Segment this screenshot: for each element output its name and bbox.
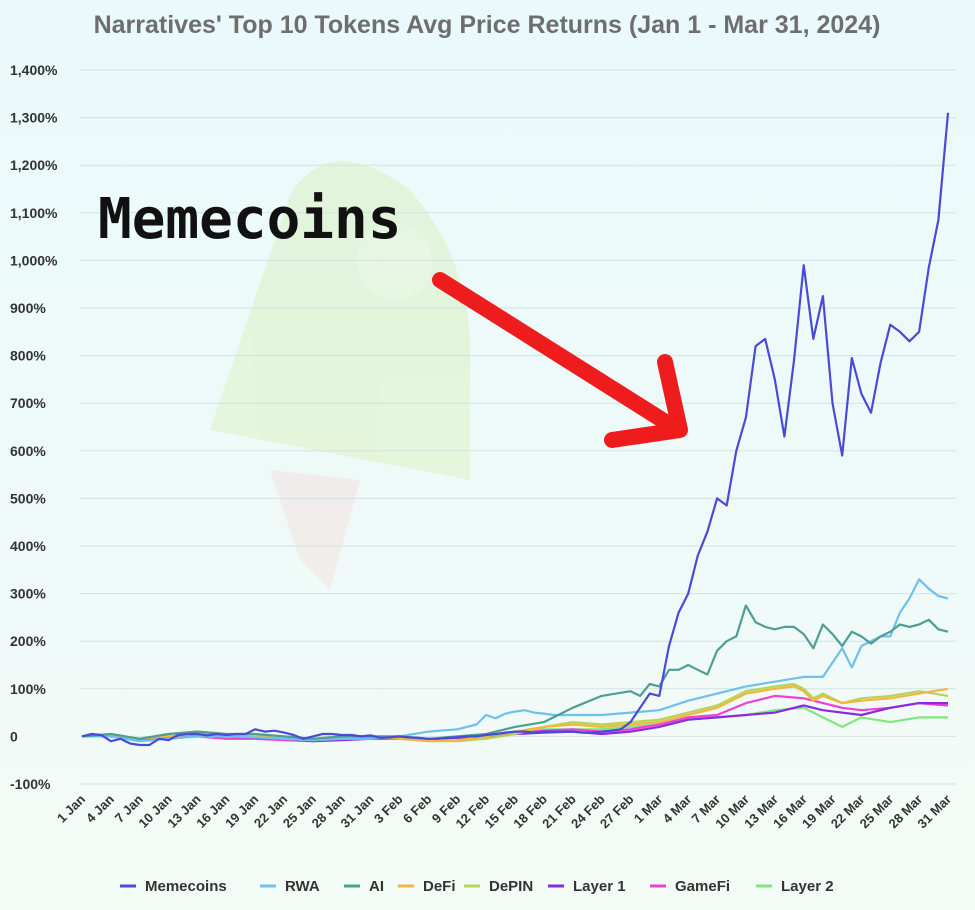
y-tick-label: 1,200% [10,157,58,173]
y-tick-label: -100% [10,776,51,792]
rocket-watermark-icon [210,161,470,590]
legend-label: AI [369,878,384,895]
legend-label: Layer 2 [781,878,834,895]
series-line-depin [81,682,949,743]
legend-label: Memecoins [145,878,227,895]
y-tick-label: 200% [10,633,46,649]
chart-title: Narratives' Top 10 Tokens Avg Price Retu… [94,11,881,39]
y-tick-label: 1,000% [10,252,58,268]
legend-label: DeFi [423,878,456,895]
grid [80,69,956,785]
legend: Memecoins RWA AI DeFi DePIN Layer 1 GameFi Laye… [120,878,834,895]
x-tick-label: 1 Mar [631,792,666,827]
y-tick-label: 100% [10,681,46,697]
series-line-rwa [82,578,949,743]
x-tick-label: 6 Feb [400,791,435,826]
y-axis: -100% 0 100% 200% 300% 400% 500% 600% 700% 800% 90… [10,62,58,792]
series-line-memecoins [81,112,950,747]
legend-item: Layer 1 [548,878,626,895]
y-tick-label: 400% [10,538,46,554]
y-tick-label: 500% [10,490,46,506]
y-tick-label: 1,300% [10,110,58,126]
legend-item: DeFi [398,878,456,895]
series-line-ai [81,604,949,740]
x-tick-label: 3 Feb [371,791,406,826]
legend-item: Layer 2 [756,878,834,895]
legend-label: DePIN [489,878,533,895]
y-tick-label: 900% [10,300,46,316]
y-tick-label: 800% [10,348,46,364]
y-tick-label: 0 [10,728,18,744]
legend-item: RWA [260,878,320,895]
annotation-text: Memecoins [98,187,401,252]
series-lines [81,112,950,747]
legend-item: AI [344,878,384,895]
y-tick-label: 1,100% [10,205,58,221]
x-tick-label: 31 Jan [338,791,377,830]
legend-item: GameFi [650,878,730,895]
y-tick-label: 1,400% [10,62,58,78]
x-tick-label: 4 Mar [660,792,695,827]
legend-label: Layer 1 [573,878,626,895]
legend-item: DePIN [464,878,533,895]
y-tick-label: 700% [10,395,46,411]
legend-label: RWA [285,878,320,895]
y-tick-label: 600% [10,443,46,459]
x-tick-label: 1 Jan [54,791,88,825]
y-tick-label: 300% [10,586,46,602]
annotation-arrow-icon [432,272,688,448]
x-tick-label: 4 Jan [83,791,117,825]
legend-label: GameFi [675,878,730,895]
legend-item: Memecoins [120,878,227,895]
